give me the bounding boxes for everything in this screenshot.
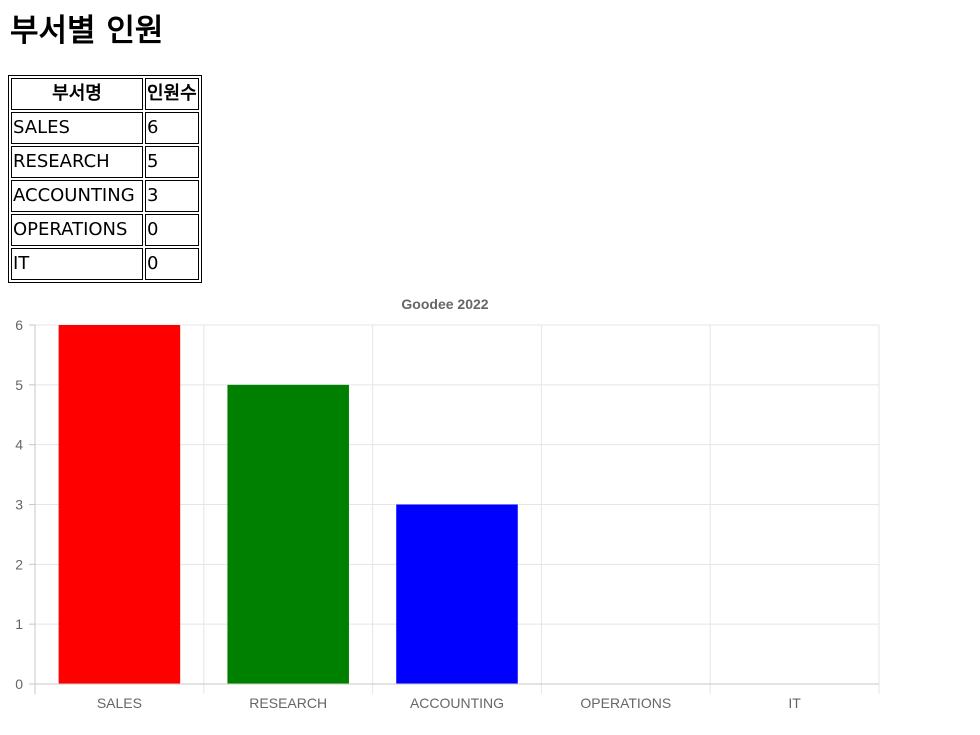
- table-row: IT 0: [11, 248, 199, 280]
- bar-research: [227, 384, 349, 684]
- header-headcount: 인원수: [145, 78, 199, 110]
- dept-name-cell: IT: [11, 248, 143, 280]
- headcount-cell: 0: [145, 214, 199, 246]
- bar-chart: Goodee 2022 0 1 2 3 4 5 6 SALES RESEARCH ACCOUNTI…: [15, 296, 880, 711]
- x-tick-label: OPERATIONS: [580, 695, 671, 711]
- table-row: ACCOUNTING 3: [11, 180, 199, 212]
- dept-name-cell: OPERATIONS: [11, 214, 143, 246]
- y-tick-label: 0: [15, 676, 23, 692]
- y-tick-label: 6: [15, 317, 23, 333]
- y-tick-label: 4: [15, 437, 23, 453]
- chart-bars: [58, 325, 518, 684]
- dept-name-cell: RESEARCH: [11, 146, 143, 178]
- headcount-cell: 5: [145, 146, 199, 178]
- page-title: 부서별 인원: [10, 13, 164, 49]
- chart-title: Goodee 2022: [401, 296, 488, 312]
- x-tick-label: IT: [788, 695, 801, 711]
- y-tick-label: 2: [15, 556, 23, 572]
- headcount-cell: 0: [145, 248, 199, 280]
- y-tick-label: 3: [15, 497, 23, 513]
- table-header-row: 부서명 인원수: [11, 78, 199, 110]
- x-tick-label: ACCOUNTING: [410, 695, 504, 711]
- x-tick-label: SALES: [97, 695, 142, 711]
- table-row: RESEARCH 5: [11, 146, 199, 178]
- chart-axes: [29, 324, 879, 694]
- chart-tick-labels: 0 1 2 3 4 5 6 SALES RESEARCH ACCOUNTING OPERATIONS…: [15, 317, 801, 711]
- dept-table: 부서명 인원수 SALES 6 RESEARCH 5 ACCOUNTING 3 …: [8, 75, 202, 283]
- dept-name-cell: SALES: [11, 112, 143, 144]
- bar-accounting: [396, 504, 518, 684]
- table-row: SALES 6: [11, 112, 199, 144]
- dept-name-cell: ACCOUNTING: [11, 180, 143, 212]
- bar-sales: [58, 325, 181, 684]
- header-dept-name: 부서명: [11, 78, 143, 110]
- y-tick-label: 5: [15, 377, 23, 393]
- x-tick-label: RESEARCH: [249, 695, 327, 711]
- table-row: OPERATIONS 0: [11, 214, 199, 246]
- y-tick-label: 1: [15, 616, 23, 632]
- headcount-cell: 6: [145, 112, 199, 144]
- headcount-cell: 3: [145, 180, 199, 212]
